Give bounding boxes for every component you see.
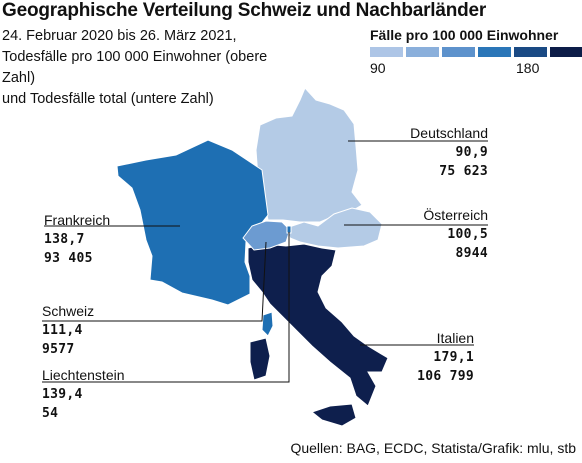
label-schweiz-total: 9577	[42, 342, 75, 357]
label-oesterreich: Österreich 100,5 8944	[378, 206, 488, 263]
label-schweiz-per100k: 111,4	[42, 323, 83, 338]
country-italien	[247, 243, 389, 407]
legend-swatch-6	[550, 47, 582, 57]
label-oesterreich-name: Österreich	[423, 207, 488, 223]
label-deutschland: Deutschland 90,9 75 623	[378, 124, 488, 181]
island-sicily	[310, 403, 357, 427]
label-oesterreich-total: 8944	[455, 246, 488, 261]
leader-line-schweiz	[42, 241, 267, 322]
country-frankreich	[116, 139, 269, 306]
label-italien-per100k: 179,1	[433, 350, 474, 365]
label-liechtenstein-name: Liechtenstein	[42, 367, 125, 383]
label-frankreich: Frankreich 138,7 93 405	[44, 211, 110, 268]
label-deutschland-total: 75 623	[439, 164, 488, 179]
country-oesterreich	[285, 207, 383, 249]
country-liechtenstein	[286, 225, 292, 234]
subtitle-line-2: Todesfälle pro 100 000 Einwohner (obere …	[2, 49, 268, 86]
legend-swatch-3	[442, 47, 475, 57]
legend-swatch-2	[406, 47, 439, 57]
label-frankreich-total: 93 405	[44, 251, 93, 266]
label-frankreich-name: Frankreich	[44, 212, 111, 228]
label-italien-name: Italien	[436, 330, 474, 346]
subtitle-line-3: und Todesfälle total (untere Zahl)	[2, 91, 214, 107]
label-schweiz: Schweiz 111,4 9577	[42, 302, 94, 359]
legend-swatch-1	[370, 47, 403, 57]
legend-swatch-5	[514, 47, 547, 57]
legend-title: Fälle pro 100 000 Einwohner	[370, 27, 559, 43]
label-liechtenstein-per100k: 139,4	[42, 387, 83, 402]
label-frankreich-per100k: 138,7	[44, 232, 85, 247]
legend-color-scale	[370, 47, 582, 57]
country-deutschland	[255, 87, 363, 223]
legend-swatch-4	[478, 47, 511, 57]
legend-min: 90	[370, 60, 386, 76]
label-schweiz-name: Schweiz	[42, 303, 95, 319]
label-italien-total: 106 799	[417, 369, 474, 384]
label-deutschland-per100k: 90,9	[455, 145, 488, 160]
legend-max: 180	[516, 60, 540, 76]
label-liechtenstein: Liechtenstein 139,4 54	[42, 366, 125, 423]
subtitle-line-1: 24. Februar 2020 bis 26. März 2021,	[2, 28, 237, 44]
leader-line-liechtenstein	[42, 232, 290, 383]
label-liechtenstein-total: 54	[42, 406, 59, 421]
subtitle: 24. Februar 2020 bis 26. März 2021, Tode…	[2, 26, 302, 110]
label-italien: Italien 179,1 106 799	[378, 329, 474, 386]
source-note: Quellen: BAG, ECDC, Statista/Grafik: mlu…	[290, 440, 576, 456]
label-oesterreich-per100k: 100,5	[447, 227, 488, 242]
island-corsica	[261, 311, 274, 337]
island-sardinia	[249, 337, 271, 381]
label-deutschland-name: Deutschland	[410, 125, 488, 141]
page-title: Geographische Verteilung Schweiz und Nac…	[2, 0, 487, 21]
